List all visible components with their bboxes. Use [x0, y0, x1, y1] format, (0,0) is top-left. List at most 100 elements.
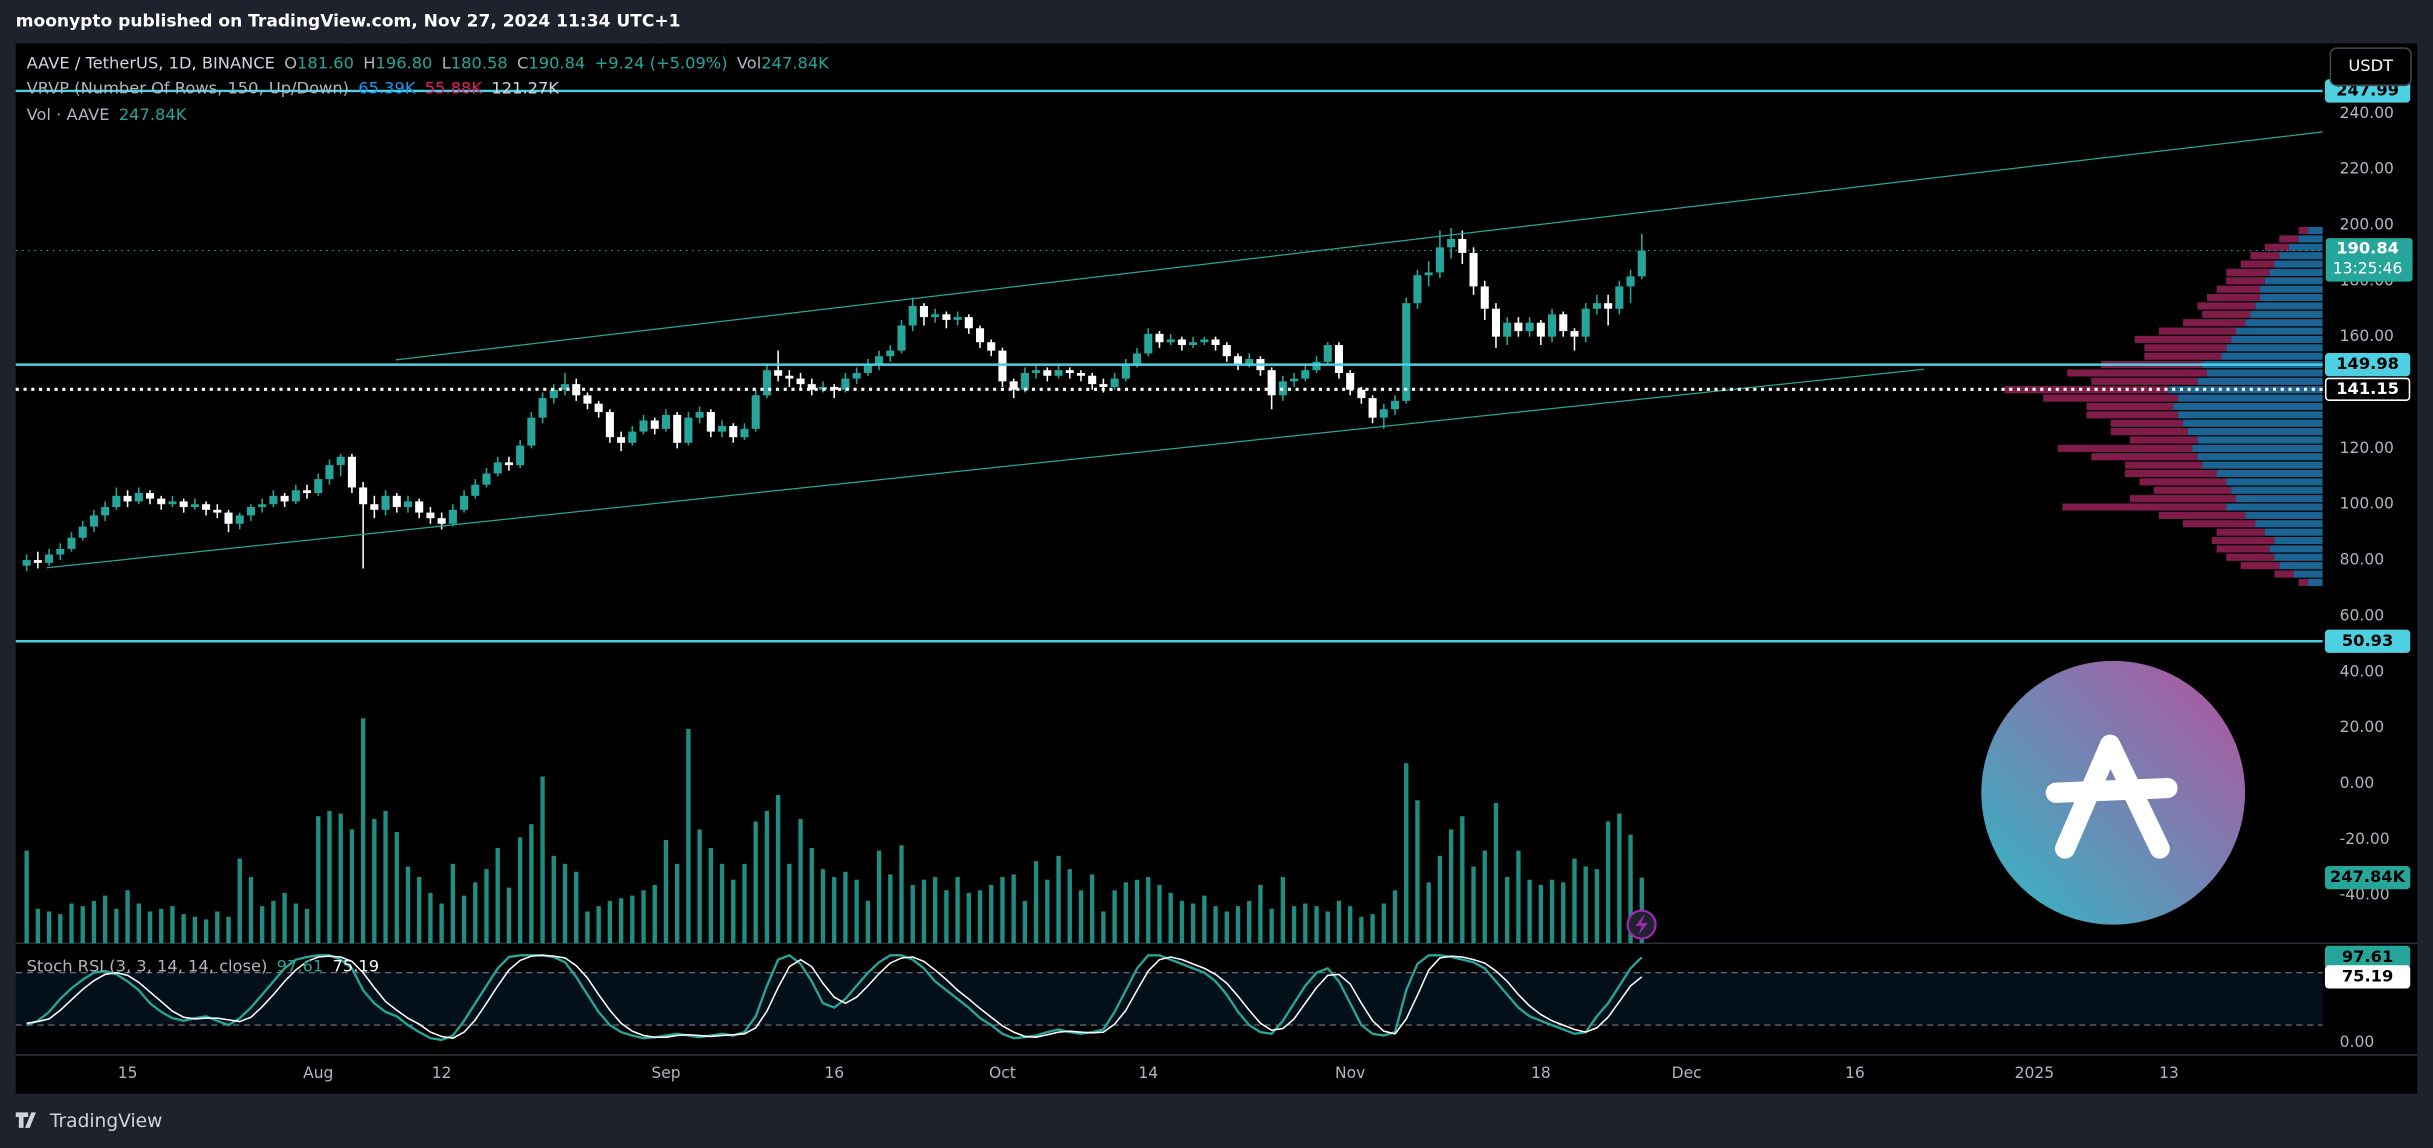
candle-body: [415, 501, 424, 513]
volume-bar: [798, 818, 803, 944]
candle-body: [235, 515, 244, 524]
volume-bar: [1269, 908, 1274, 944]
volume-bar: [1213, 906, 1218, 944]
ohlc-value: 181.60: [297, 53, 354, 72]
candle-body: [1233, 356, 1243, 365]
candle-body: [1334, 345, 1343, 373]
vrvp-total: 121.27K: [491, 78, 560, 97]
stoch-k-line: [26, 954, 1643, 1042]
volume-bar: [484, 869, 489, 944]
x-tick-label: Sep: [651, 1064, 680, 1082]
volume-bar: [1493, 802, 1499, 944]
candle-body: [269, 495, 278, 505]
profile-down: [2125, 469, 2217, 478]
candle-body: [1076, 372, 1086, 376]
volume-bar: [921, 879, 927, 944]
profile-down: [2211, 536, 2275, 545]
candle-body: [1222, 345, 1231, 357]
profile-up: [2226, 344, 2323, 352]
profile-down: [2086, 402, 2174, 411]
profile-down: [2158, 327, 2236, 335]
x-tick-label: Oct: [989, 1064, 1016, 1082]
profile-up: [2206, 369, 2323, 377]
profile-down: [2043, 394, 2179, 402]
profile-up: [2250, 310, 2323, 318]
y-tick-label: 0.00: [2340, 774, 2375, 792]
volume-bar: [686, 728, 691, 944]
volume-bar: [338, 813, 343, 944]
x-tick-label: 2025: [2015, 1064, 2054, 1082]
volume-bar: [1426, 882, 1431, 944]
volume-bar: [1224, 911, 1229, 944]
candle-body: [437, 518, 446, 524]
volume-bar: [585, 911, 590, 944]
volume-bar: [450, 863, 456, 944]
candle-body: [841, 378, 850, 390]
profile-up: [2245, 319, 2323, 327]
volume-bar: [562, 863, 568, 944]
candle-body: [482, 473, 491, 485]
profile-down: [2129, 436, 2198, 444]
volume-bar: [203, 919, 209, 944]
profile-down: [2134, 335, 2232, 344]
volume-bar: [1359, 916, 1364, 944]
candle-body: [258, 504, 267, 508]
volume-bar: [215, 911, 220, 944]
alert-icon[interactable]: [1626, 909, 1657, 940]
profile-up: [2255, 302, 2323, 310]
profile-up: [2298, 235, 2323, 243]
volume-bar: [1617, 813, 1622, 944]
profile-down: [2139, 478, 2227, 486]
candle-body: [998, 350, 1007, 382]
vol-value: 247.84K: [761, 53, 830, 72]
legend-main: AAVE / TetherUS, 1D, BINANCE O181.60 H196.…: [27, 53, 831, 72]
candle-body: [1368, 398, 1377, 418]
profile-up: [2279, 252, 2323, 260]
candle-body: [706, 412, 715, 432]
candle-body: [291, 490, 300, 502]
symbol: AAVE / TetherUS, 1D, BINANCE: [27, 53, 275, 72]
volume-bar: [820, 869, 826, 944]
profile-up: [2231, 486, 2323, 494]
candle-body: [897, 325, 906, 351]
button-frame[interactable]: [2329, 47, 2412, 87]
profile-up: [2235, 327, 2323, 335]
candle-body: [684, 417, 693, 443]
candle-body: [1245, 359, 1254, 365]
candle-body: [695, 412, 704, 418]
volume-bar: [1572, 858, 1577, 944]
volume-bar: [1202, 895, 1207, 944]
volume-bar: [742, 863, 747, 944]
profile-down: [2125, 461, 2203, 469]
button-label[interactable]: USDT: [2348, 56, 2393, 75]
candle-body: [381, 495, 390, 510]
level-tag-bg: [2324, 629, 2411, 653]
volume-bar: [360, 718, 366, 944]
candle-body: [392, 495, 401, 508]
y-tick-label: 20.00: [2340, 718, 2384, 736]
volume-bar: [641, 890, 646, 944]
ohlc-value: 190.84: [528, 53, 585, 72]
x-tick-label: Dec: [1672, 1064, 1702, 1082]
channel-upper: [395, 131, 2323, 361]
currency-button[interactable]: USDT: [2329, 47, 2412, 87]
volume-bar: [1235, 906, 1241, 944]
volume-bar: [809, 847, 814, 944]
profile-down: [2153, 486, 2232, 494]
volume-bar: [316, 816, 321, 944]
ohlc-key: C: [517, 53, 528, 72]
candle-body: [471, 484, 480, 496]
volume-bar: [719, 863, 725, 944]
candle-body: [762, 370, 771, 396]
stoch-tick-label: 0.00: [2340, 1033, 2375, 1051]
volume-bar: [439, 903, 444, 944]
candle-body: [347, 456, 356, 488]
candle-body: [1133, 353, 1142, 365]
candle-body: [1323, 345, 1332, 362]
alert-bolt[interactable]: [1635, 913, 1648, 936]
profile-up: [2264, 277, 2323, 285]
candle-body: [718, 426, 727, 432]
candle-body: [1189, 342, 1198, 346]
profile-up: [2288, 243, 2323, 251]
